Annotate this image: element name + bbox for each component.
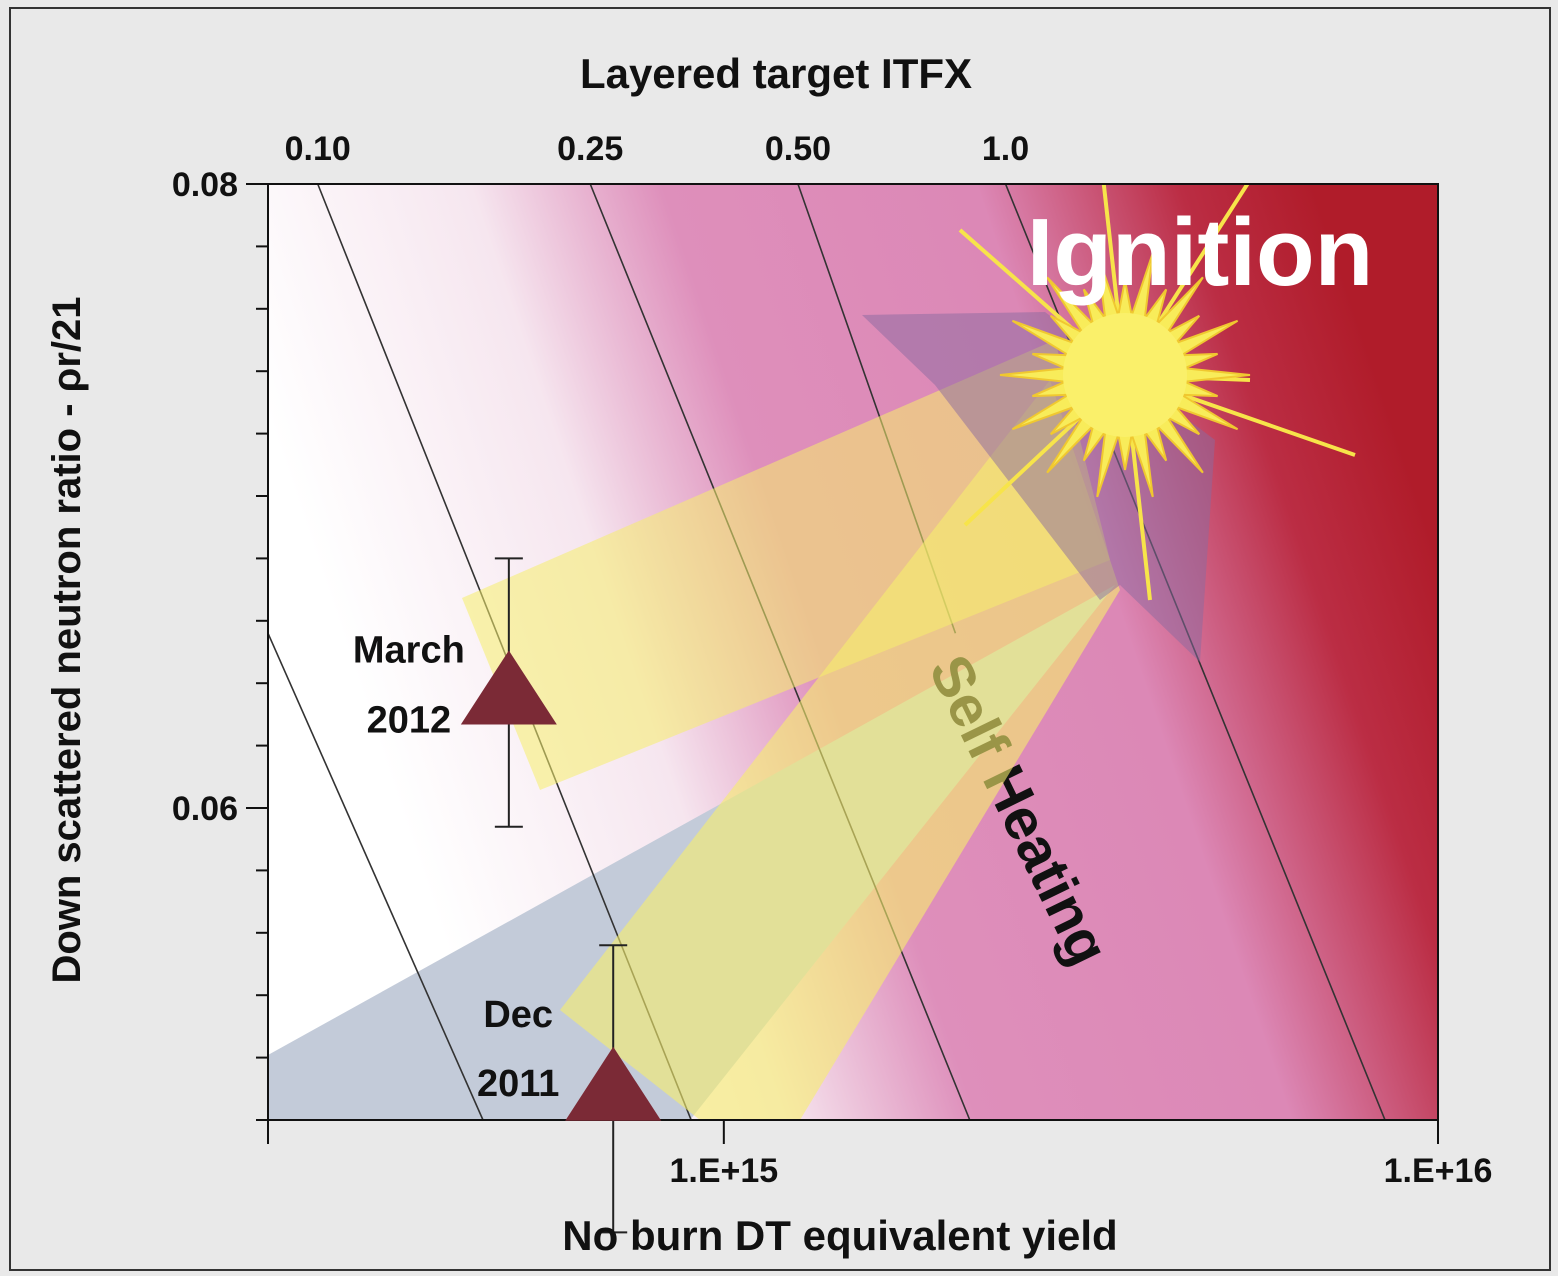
x2-tick-label: 0.10	[285, 130, 351, 168]
yellow-beam	[462, 340, 1110, 790]
y-axis-label: Down scattered neutron ratio - ρr/21	[45, 296, 89, 983]
x2-tick-label: 1.0	[982, 130, 1029, 168]
x-axis-label: No burn DT equivalent yield	[562, 1212, 1117, 1259]
point-label: 2011	[477, 1063, 559, 1105]
data-point	[565, 1046, 662, 1121]
x-tick-label: 1.E+15	[669, 1152, 778, 1190]
x2-tick-label: 0.50	[765, 130, 831, 168]
point-label: 2012	[367, 700, 452, 742]
y-tick-label: 0.06	[172, 790, 238, 828]
itfx-contour	[268, 632, 484, 1120]
plot-frame	[267, 183, 1439, 1121]
burst-core	[1063, 313, 1187, 437]
x2-tick-label: 0.25	[557, 130, 623, 168]
overlay: 0.06 0.08 1.E+15 1.E+16 0.10 0.25 0.50 1.0 March…	[172, 130, 1493, 1234]
frame	[9, 7, 1551, 1271]
data-point	[460, 650, 557, 725]
y-tick-label: 0.08	[172, 166, 238, 204]
point-label: March	[353, 630, 465, 672]
x-tick-label: 1.E+16	[1384, 1152, 1493, 1190]
yellow-beam	[560, 380, 1120, 1120]
annotation: Ignition	[1027, 199, 1374, 306]
point-label: Dec	[483, 994, 553, 1036]
chart-title: Layered target ITFX	[580, 50, 972, 97]
